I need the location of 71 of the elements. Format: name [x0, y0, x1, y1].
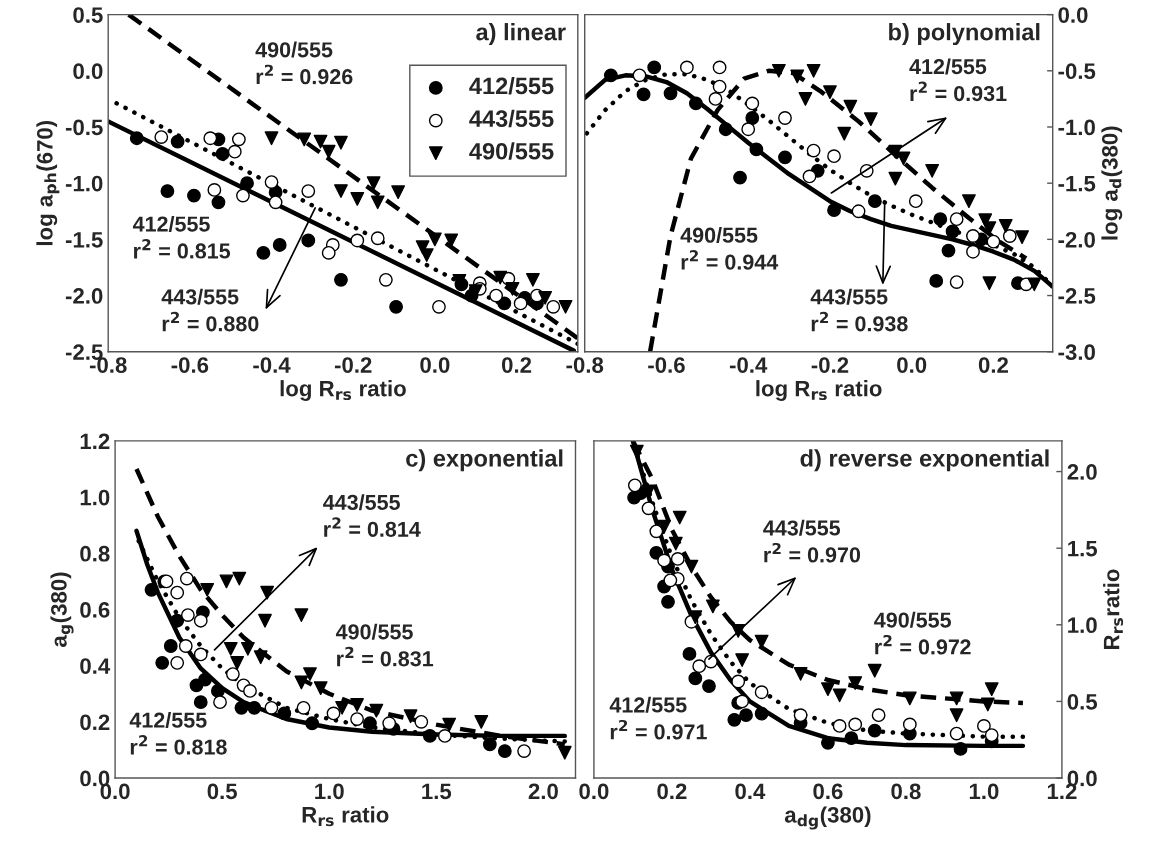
annotation: 490/555 r$^{2}$ = 0.944	[680, 227, 779, 270]
y-tick-label: 2.0	[1067, 464, 1097, 480]
y-axis-title: log a$_{d}$(380)	[1101, 126, 1123, 240]
y-tick-label: 1.0	[1068, 617, 1097, 634]
annotation: 443/555 r$^{2}$ = 0.814	[323, 494, 421, 537]
annotation: 412/555 r$^{2}$ = 0.815	[132, 215, 231, 259]
legend-label: 412/555	[469, 77, 554, 95]
y-tick-label: 0.4	[80, 658, 111, 674]
x-tick-label: 0.6	[813, 783, 843, 800]
x-tick-label: 1.0	[969, 783, 999, 800]
x-tick-label: 1.0	[315, 783, 344, 800]
y-axis-title: log a$_{ph}$(670)	[36, 120, 60, 246]
x-axis-title: log R$_{rs}$ ratio	[756, 380, 882, 401]
x-tick-label: -0.2	[811, 357, 849, 373]
y-tick-label: -1.5	[1058, 175, 1096, 192]
x-tick-label: -0.6	[648, 357, 685, 373]
y-tick-label: -2.0	[1058, 231, 1095, 248]
y-tick-label: 0.2	[80, 714, 110, 731]
x-tick-label: -0.4	[729, 357, 768, 373]
y-tick-label: -1.0	[1058, 119, 1095, 136]
x-tick-label: 0.2	[657, 783, 687, 800]
y-tick-label: -0.5	[1058, 63, 1096, 80]
y-axis-title: R$_{rs}$ratio	[1103, 569, 1124, 649]
y-tick-label: -1.0	[65, 175, 103, 192]
y-tick-label: -2.5	[1058, 288, 1096, 304]
y-tick-label: 0.0	[1058, 7, 1088, 23]
legend-label: 443/555	[469, 109, 554, 128]
annotation: 490/555 r$^{2}$ = 0.926	[255, 41, 353, 85]
x-axis-title: log R$_{rs}$ ratio	[280, 380, 406, 401]
y-tick-label: 1.2	[80, 433, 110, 449]
annotation: 412/555 r$^{2}$ = 0.931	[909, 58, 1007, 102]
y-tick-label: -2.0	[65, 288, 103, 304]
annotation: 443/555 r$^{2}$ = 0.880	[161, 288, 259, 332]
x-tick-label: -0.6	[171, 357, 209, 373]
y-tick-label: 0.5	[73, 7, 103, 23]
annotation: 412/555 r$^{2}$ = 0.818	[129, 711, 227, 755]
x-tick-label: 0.2	[501, 357, 532, 373]
x-tick-label: 0.8	[891, 783, 921, 800]
x-tick-label: 0.5	[207, 783, 237, 800]
chart-title: b) polynomial	[889, 23, 1040, 46]
x-tick-label: -0.4	[253, 357, 291, 373]
legend-label: 490/555	[469, 142, 554, 160]
x-axis-title: a$_{dg}$(380)	[784, 806, 871, 830]
y-tick-label: 0.5	[1067, 693, 1098, 710]
annotation: 443/555 r$^{2}$ = 0.970	[763, 519, 861, 563]
x-tick-label: 0.4	[735, 783, 766, 800]
y-tick-label: -0.5	[65, 119, 103, 136]
annotation: 443/555 r$^{2}$ = 0.938	[810, 288, 908, 332]
annotation: 490/555 r$^{2}$ = 0.831	[335, 623, 434, 667]
x-tick-label: 0.0	[579, 783, 609, 800]
chart-title: c) exponential	[406, 449, 563, 472]
annotation: 412/555 r$^{2}$ = 0.971	[609, 696, 707, 740]
chart-title: d) reverse exponential	[800, 449, 1049, 472]
x-tick-label: 0.0	[897, 357, 927, 373]
annotation: 490/555 r$^{2}$ = 0.972	[874, 611, 971, 655]
y-tick-label: 0.8	[80, 545, 110, 562]
x-tick-label: 0.0	[420, 357, 450, 373]
x-tick-label: 2.0	[528, 783, 558, 800]
y-axis-title: a$_{g}$(380)	[50, 572, 74, 647]
y-tick-label: 1.5	[1068, 540, 1098, 557]
y-tick-label: 0.6	[80, 602, 110, 618]
y-tick-label: -3.0	[1058, 344, 1095, 361]
y-tick-label: -1.5	[65, 232, 103, 248]
x-tick-label: 0.2	[978, 357, 1008, 373]
x-tick-label: -0.8	[566, 357, 604, 373]
x-axis-title: R$_{rs}$ ratio	[302, 806, 389, 827]
y-tick-label: 0.0	[73, 63, 103, 80]
y-tick-label: 1.0	[80, 489, 110, 506]
x-tick-label: 1.5	[422, 783, 452, 800]
chart-title: a) linear	[476, 23, 566, 46]
x-tick-label: -0.2	[334, 357, 372, 373]
